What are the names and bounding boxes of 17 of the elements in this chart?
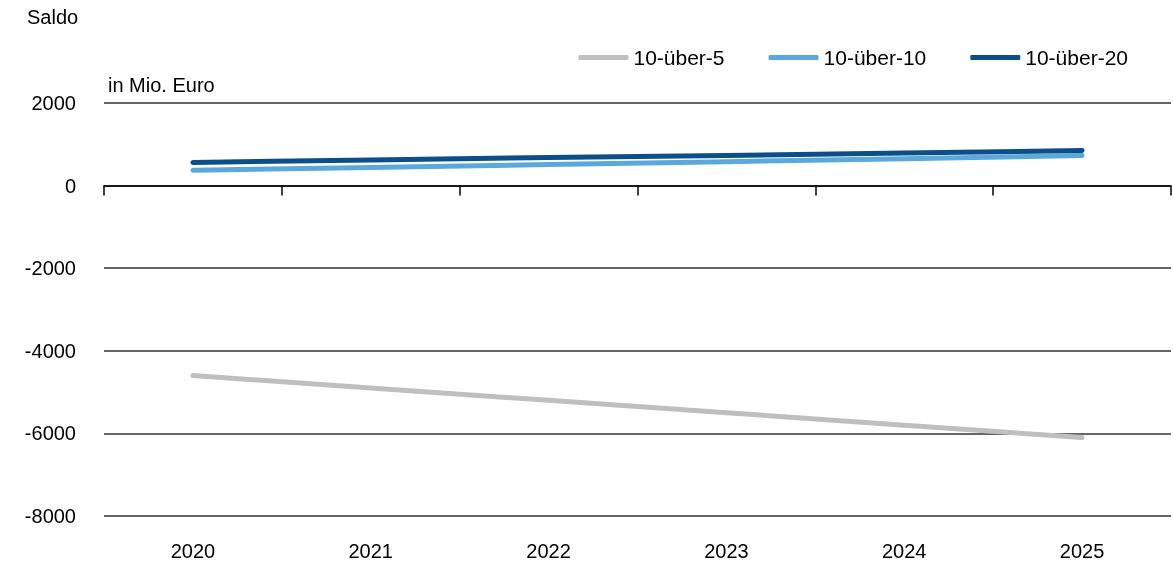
x-tick-label: 2025: [1059, 540, 1105, 562]
x-tick-label: 2024: [882, 540, 927, 562]
legend-label: 10-über-5: [633, 46, 725, 69]
y-tick-label: -6000: [24, 422, 76, 445]
legend-label: 10-über-10: [823, 46, 927, 69]
y-tick-label: 0: [64, 174, 76, 197]
y-tick-label: 2000: [31, 92, 76, 114]
y-tick-label: -4000: [24, 339, 76, 362]
x-tick-label: 2021: [348, 540, 393, 562]
x-tick-label: 2020: [170, 540, 216, 562]
x-tick-label: 2023: [704, 540, 749, 562]
x-tick-label: 2022: [526, 540, 571, 562]
legend-label: 10-über-20: [1025, 46, 1128, 69]
y-tick-label: -8000: [24, 505, 76, 527]
chart-title: Saldo: [27, 6, 79, 28]
y-tick-label: -2000: [24, 257, 76, 280]
y-axis-title: in Mio. Euro: [108, 74, 215, 96]
